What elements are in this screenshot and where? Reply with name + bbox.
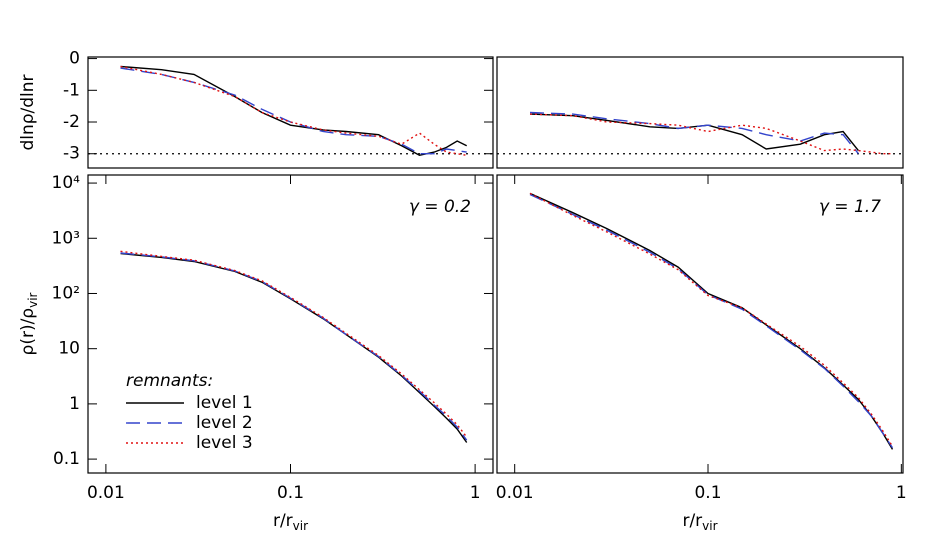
x-tick-label: 1 [896,483,907,503]
annotation: γ = 1.7 [819,197,881,217]
x-axis-label-main: r/r [273,511,293,531]
series-line [120,65,467,156]
series-line [529,192,894,447]
y-tick-label: 10 [58,339,80,359]
y-tick-label: 10⁴ [52,173,81,193]
y-axis-label-sub: vir [26,292,40,307]
y-tick-label: 1 [69,394,80,414]
series-line [120,250,468,438]
legend-label: level 2 [196,413,253,433]
series-line [120,252,468,443]
x-axis-label-sub: vir [293,519,308,533]
x-tick-label: 0.1 [694,483,721,503]
series-line [120,252,468,441]
legend-title: remnants: [126,371,213,391]
y-tick-label: -2 [63,112,80,132]
panel-frame [87,56,494,169]
panel-frame [496,174,904,474]
annotation: γ = 0.2 [409,197,471,217]
panel-frame [87,174,494,474]
x-tick-label: 0.01 [87,483,125,503]
x-tick-label: 0.01 [496,483,534,503]
panel-frame [496,56,904,169]
y-tick-label: 0.1 [53,449,80,469]
series-line [529,192,894,450]
series-line [120,67,467,155]
y-tick-label: 10³ [52,228,80,248]
x-axis-label-sub: vir [702,519,717,533]
y-tick-label: 10² [52,283,80,303]
y-tick-label: -1 [63,80,80,100]
series-line [529,113,859,152]
series-line [529,193,894,449]
y-tick-label: 0 [69,49,80,69]
series-line [120,65,468,157]
y-axis-label: ρ(r)/ρvir [18,292,40,355]
x-axis-label: r/rvir [682,511,717,533]
series-line [529,111,859,155]
y-tick-label: -3 [63,144,80,164]
x-tick-label: 1 [470,483,481,503]
y-axis-label: dlnρ/dlnr [18,74,38,150]
x-axis-label-main: r/r [682,511,702,531]
x-tick-label: 0.1 [277,483,304,503]
legend-label: level 3 [196,433,253,453]
x-axis-label: r/rvir [273,511,308,533]
y-axis-label-main: ρ(r)/ρ [18,308,38,356]
legend-label: level 1 [196,393,253,413]
series-line [529,113,893,155]
